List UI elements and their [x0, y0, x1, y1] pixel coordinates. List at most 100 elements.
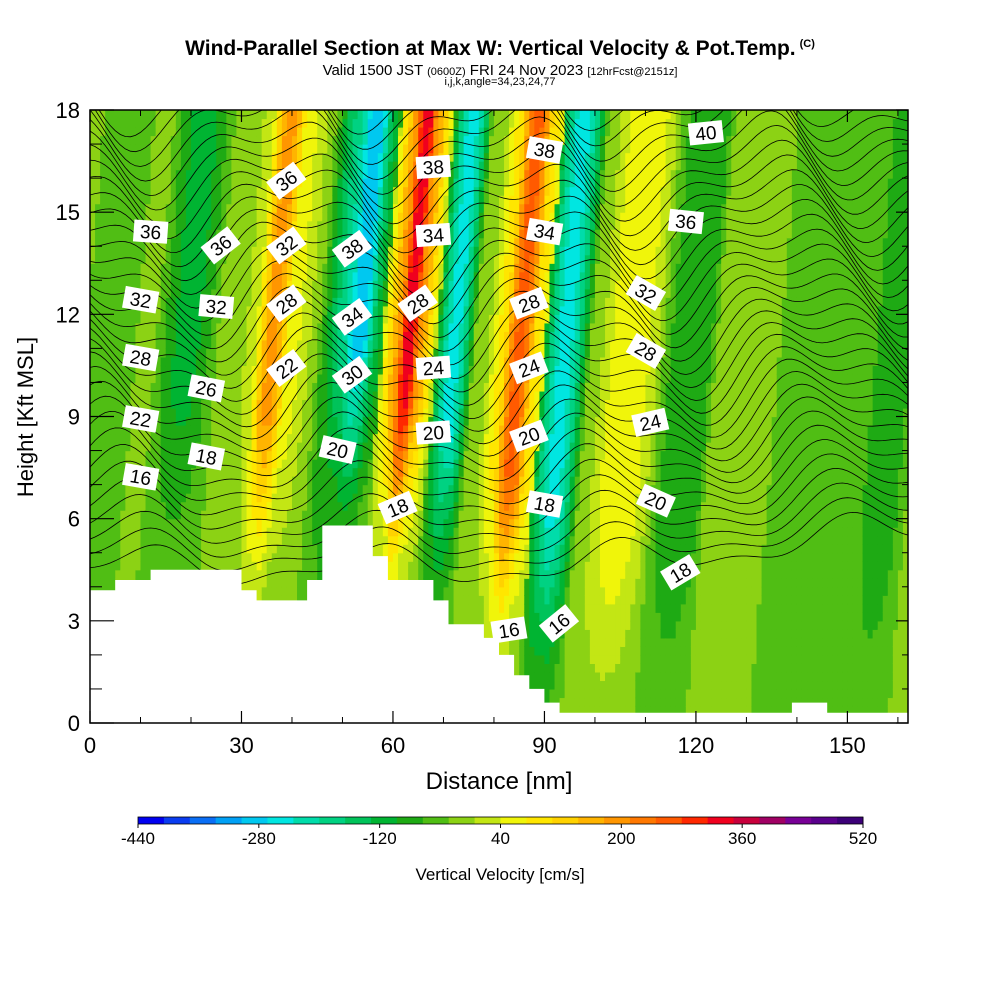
velocity-cell [115, 263, 121, 273]
velocity-cell [226, 348, 232, 358]
velocity-cell [423, 339, 429, 349]
velocity-cell [150, 195, 157, 205]
velocity-cell [337, 433, 344, 443]
velocity-cell [403, 484, 409, 494]
velocity-cell [398, 220, 404, 230]
velocity-cell [347, 484, 354, 494]
velocity-cell [413, 331, 419, 341]
velocity-cell [312, 314, 318, 324]
velocity-cell [241, 339, 248, 349]
velocity-cell [160, 484, 167, 494]
velocity-cell [206, 365, 212, 375]
velocity-cell [241, 561, 248, 571]
velocity-cell [392, 433, 399, 443]
velocity-cell [327, 212, 333, 222]
velocity-cell [180, 484, 187, 494]
velocity-cell [362, 254, 369, 264]
velocity-cell [327, 246, 333, 256]
velocity-cell [231, 118, 238, 128]
velocity-cell [327, 280, 333, 290]
velocity-cell [190, 135, 197, 145]
velocity-cell [357, 135, 364, 145]
velocity-cell [221, 280, 227, 290]
velocity-cell [261, 382, 268, 392]
velocity-cell [387, 314, 394, 324]
velocity-cell [105, 493, 111, 503]
velocity-cell [145, 544, 152, 554]
velocity-cell [291, 450, 298, 460]
velocity-cell [372, 237, 379, 247]
velocity-cell [337, 476, 344, 486]
velocity-cell [398, 237, 404, 247]
velocity-cell [95, 237, 101, 247]
velocity-cell [357, 110, 364, 120]
velocity-cell [190, 552, 197, 562]
velocity-cell [342, 297, 349, 307]
velocity-cell [160, 561, 167, 571]
velocity-cell [317, 433, 323, 443]
velocity-cell [175, 552, 182, 562]
velocity-cell [433, 348, 440, 358]
velocity-cell [428, 127, 434, 137]
velocity-cell [302, 280, 308, 290]
velocity-cell [428, 501, 434, 511]
velocity-cell [377, 331, 384, 341]
velocity-cell [90, 305, 96, 315]
velocity-cell [322, 348, 328, 358]
velocity-cell [201, 467, 207, 477]
velocity-cell [327, 322, 333, 332]
velocity-cell [423, 186, 429, 196]
velocity-cell [165, 305, 172, 315]
velocity-cell [312, 476, 318, 486]
velocity-cell [241, 493, 248, 503]
velocity-cell [297, 552, 303, 562]
velocity-cell [382, 407, 389, 418]
velocity-cell [100, 305, 106, 315]
velocity-cell [196, 356, 202, 367]
velocity-cell [246, 110, 253, 120]
velocity-cell [180, 118, 187, 128]
velocity-cell [377, 476, 384, 486]
velocity-cell [433, 195, 440, 205]
velocity-cell [413, 271, 419, 281]
velocity-cell [236, 246, 243, 256]
velocity-cell [327, 518, 333, 528]
velocity-cell [286, 407, 293, 418]
velocity-cell [317, 425, 323, 435]
velocity-cell [261, 212, 268, 222]
velocity-cell [291, 544, 298, 554]
velocity-cell [372, 425, 379, 435]
velocity-cell [221, 135, 227, 145]
velocity-cell [322, 220, 328, 230]
velocity-cell [236, 425, 243, 435]
velocity-cell [408, 237, 414, 247]
velocity-cell [372, 246, 379, 256]
velocity-cell [276, 493, 283, 503]
velocity-cell [226, 399, 232, 409]
velocity-cell [408, 110, 414, 120]
velocity-cell [392, 476, 399, 486]
velocity-cell [130, 186, 137, 196]
velocity-cell [342, 271, 349, 281]
velocity-cell [307, 407, 313, 418]
velocity-cell [190, 348, 197, 358]
velocity-cell [246, 237, 253, 247]
velocity-cell [398, 161, 404, 171]
velocity-cell [130, 271, 137, 281]
velocity-cell [185, 220, 192, 230]
velocity-cell [271, 510, 278, 520]
velocity-cell [110, 229, 116, 239]
velocity-cell [413, 365, 419, 375]
velocity-cell [155, 501, 162, 511]
velocity-cell [196, 407, 202, 418]
velocity-cell [135, 195, 142, 205]
velocity-cell [130, 425, 137, 435]
velocity-cell [377, 118, 384, 128]
velocity-cell [165, 152, 172, 162]
velocity-cell [145, 501, 152, 511]
velocity-cell [256, 382, 263, 392]
chart-title-text: Wind-Parallel Section at Max W: Vertical… [185, 37, 796, 60]
velocity-cell [307, 476, 313, 486]
velocity-cell [317, 442, 323, 452]
velocity-cell [398, 203, 404, 213]
